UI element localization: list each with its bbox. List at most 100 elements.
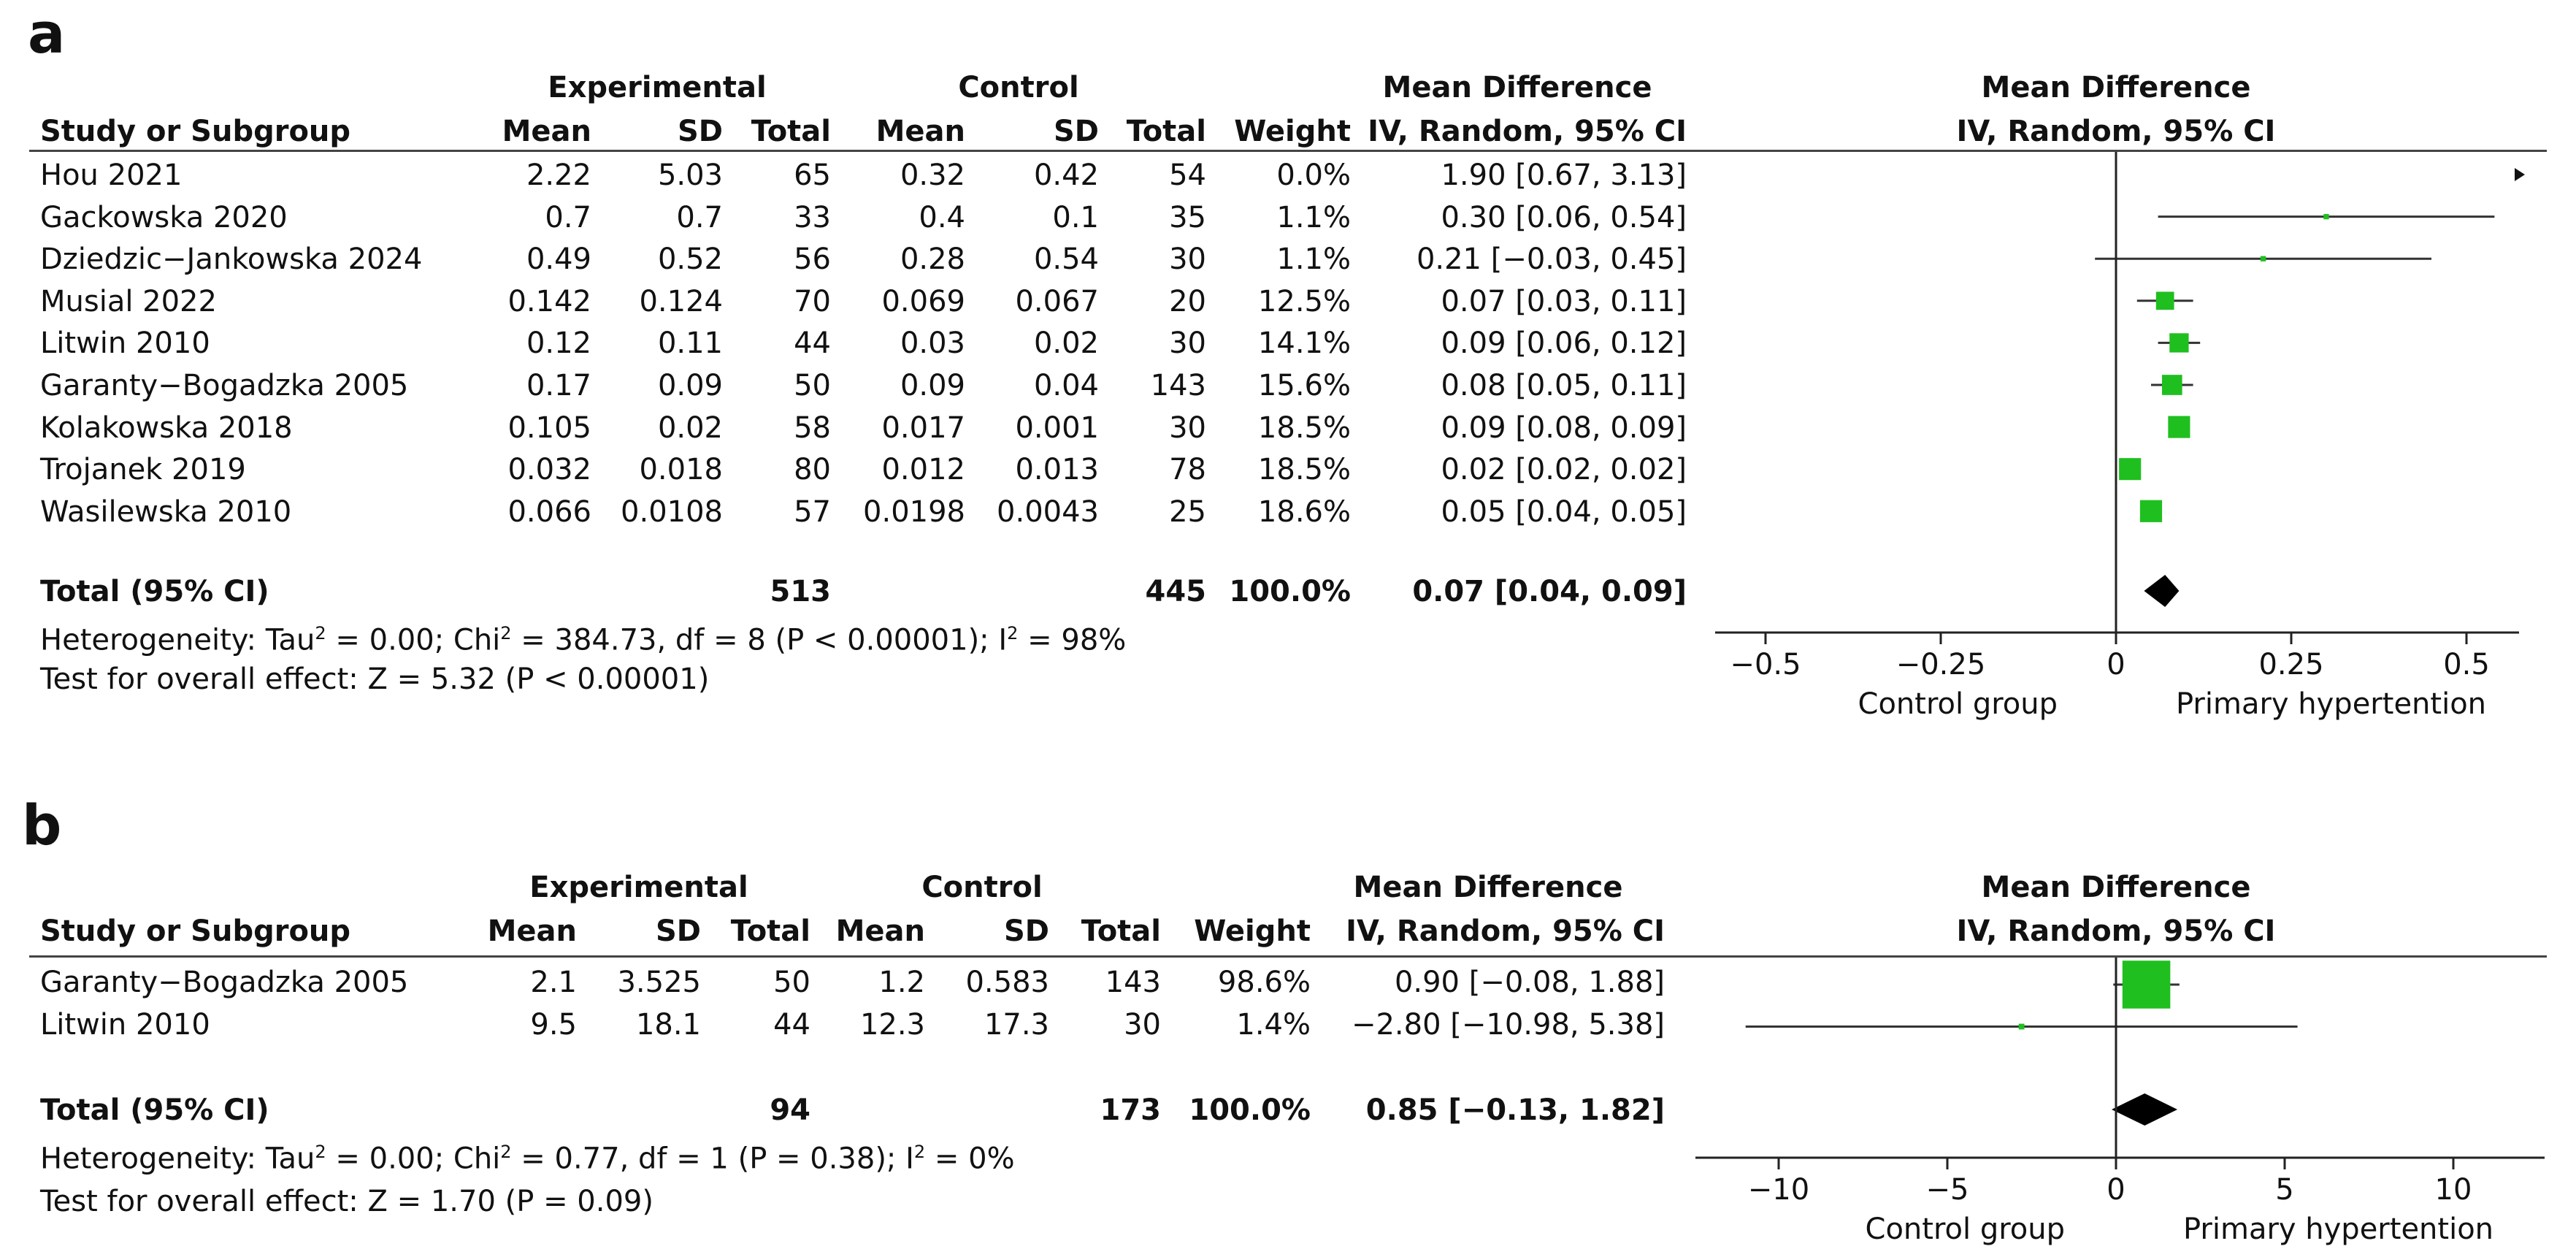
header-ctrl-sd: SD	[1053, 115, 1099, 148]
x-tick-label: 0.25	[2258, 648, 2324, 681]
exp-total-value: 58	[794, 410, 831, 445]
pooled-diamond	[2111, 1093, 2178, 1126]
ci-offscale-arrow	[2515, 168, 2525, 181]
exp-mean-value: 0.7	[545, 200, 591, 234]
weight-value: 12.5%	[1257, 284, 1351, 318]
x-tick-label: 0.5	[2443, 648, 2490, 681]
heterogeneity-fragment: Heterogeneity: Tau	[40, 1142, 315, 1176]
ci-value: 0.30 [0.06, 0.54]	[1441, 200, 1687, 234]
header-exp-total: Total	[730, 914, 810, 948]
favours-left-label: Control group	[1858, 687, 2058, 721]
study-name: Wasilewska 2010	[40, 494, 292, 529]
header-divider	[29, 955, 2547, 958]
ctrl-total-value: 30	[1124, 1007, 1161, 1042]
weight-value: 15.6%	[1257, 369, 1351, 402]
ctrl-mean-value: 0.4	[919, 200, 965, 234]
ctrl-mean-value: 0.03	[900, 326, 965, 361]
panel-label: b	[22, 792, 62, 858]
exp-total-value: 44	[773, 1007, 810, 1042]
favours-right-label: Primary hypertention	[2176, 687, 2487, 721]
x-tick-label: 10	[2434, 1173, 2472, 1207]
heterogeneity-fragment: = 0.00; Chi	[326, 1142, 501, 1176]
ctrl-sd-value: 0.0043	[997, 494, 1099, 529]
header-control: Control	[921, 871, 1043, 904]
x-tick-label: 0	[2107, 648, 2125, 681]
x-tick-label: −0.5	[1730, 648, 1801, 681]
header-weight: Weight	[1234, 115, 1351, 148]
ci-value: 1.90 [0.67, 3.13]	[1441, 158, 1687, 192]
ctrl-total-value: 30	[1169, 410, 1206, 445]
total-label: Total (95% CI)	[40, 575, 269, 608]
study-square	[2161, 375, 2182, 395]
total-ctrl-n: 173	[1100, 1093, 1162, 1127]
plot-header-title: Mean Difference	[1981, 871, 2251, 904]
exp-sd-value: 0.02	[657, 410, 723, 445]
ctrl-sd-value: 0.1	[1052, 200, 1099, 234]
weight-value: 0.0%	[1276, 158, 1351, 192]
x-tick-label: −5	[1925, 1173, 1969, 1207]
weight-value: 18.5%	[1257, 453, 1351, 487]
ctrl-total-value: 143	[1105, 966, 1161, 999]
total-ctrl-n: 445	[1145, 575, 1207, 608]
ci-value: 0.09 [0.06, 0.12]	[1441, 326, 1687, 361]
pooled-diamond	[2144, 575, 2180, 607]
study-name: Hou 2021	[40, 158, 183, 192]
weight-value: 98.6%	[1217, 966, 1311, 999]
exp-sd-value: 0.09	[657, 369, 723, 402]
study-name: Litwin 2010	[40, 326, 210, 361]
ctrl-sd-value: 17.3	[984, 1007, 1049, 1042]
ctrl-total-value: 54	[1169, 158, 1206, 192]
header-mean-difference: Mean Difference	[1353, 871, 1623, 904]
study-square	[2018, 1023, 2025, 1030]
plot-header-title: Mean Difference	[1981, 71, 2251, 104]
exp-mean-value: 2.22	[526, 158, 591, 192]
study-square	[2169, 333, 2189, 353]
x-tick-label: 5	[2275, 1173, 2294, 1207]
ctrl-sd-value: 0.067	[1015, 284, 1099, 318]
header-md-method: IV, Random, 95% CI	[1346, 914, 1665, 948]
ctrl-total-value: 25	[1169, 494, 1206, 529]
heterogeneity-fragment: = 0%	[925, 1142, 1015, 1176]
exp-total-value: 33	[794, 200, 831, 234]
overall-effect-text: Test for overall effect: Z = 5.32 (P < 0…	[40, 662, 710, 696]
weight-value: 1.1%	[1276, 242, 1351, 277]
weight-value: 18.6%	[1257, 494, 1351, 529]
exp-total-value: 44	[794, 326, 831, 361]
ci-value: 0.21 [−0.03, 0.45]	[1416, 242, 1687, 277]
exp-mean-value: 9.5	[530, 1007, 577, 1042]
favours-left-label: Control group	[1865, 1212, 2065, 1246]
exp-mean-value: 0.49	[526, 242, 591, 277]
exp-mean-value: 0.066	[507, 494, 591, 529]
heterogeneity-fragment: Heterogeneity: Tau	[40, 623, 315, 657]
weight-value: 1.1%	[1276, 200, 1351, 234]
total-exp-n: 94	[770, 1093, 810, 1127]
exp-sd-value: 0.7	[676, 200, 723, 234]
superscript: 2	[1007, 623, 1019, 643]
header-study: Study or Subgroup	[40, 914, 351, 948]
ctrl-mean-value: 0.32	[900, 158, 965, 192]
ctrl-total-value: 30	[1169, 326, 1206, 361]
study-name: Musial 2022	[40, 284, 217, 318]
exp-sd-value: 3.525	[617, 966, 701, 999]
heterogeneity-fragment: = 384.73, df = 8 (P < 0.00001); I	[511, 623, 1008, 657]
exp-sd-value: 18.1	[635, 1007, 701, 1042]
header-ctrl-sd: SD	[1003, 914, 1049, 948]
ctrl-total-value: 30	[1169, 242, 1206, 277]
total-label: Total (95% CI)	[40, 1093, 269, 1127]
exp-mean-value: 0.032	[507, 453, 591, 487]
exp-total-value: 50	[794, 369, 831, 402]
ctrl-total-value: 78	[1169, 453, 1206, 487]
ci-value: 0.08 [0.05, 0.11]	[1441, 369, 1687, 402]
superscript: 2	[913, 1142, 926, 1162]
exp-sd-value: 0.018	[639, 453, 723, 487]
study-square	[2168, 416, 2190, 438]
total-ci: 0.07 [0.04, 0.09]	[1412, 575, 1687, 608]
header-weight: Weight	[1194, 914, 1311, 948]
study-name: Gackowska 2020	[40, 200, 288, 234]
ctrl-sd-value: 0.583	[965, 966, 1049, 999]
exp-total-value: 70	[794, 284, 831, 318]
study-name: Kolakowska 2018	[40, 410, 293, 445]
exp-total-value: 50	[773, 966, 810, 999]
header-experimental: Experimental	[548, 71, 767, 104]
